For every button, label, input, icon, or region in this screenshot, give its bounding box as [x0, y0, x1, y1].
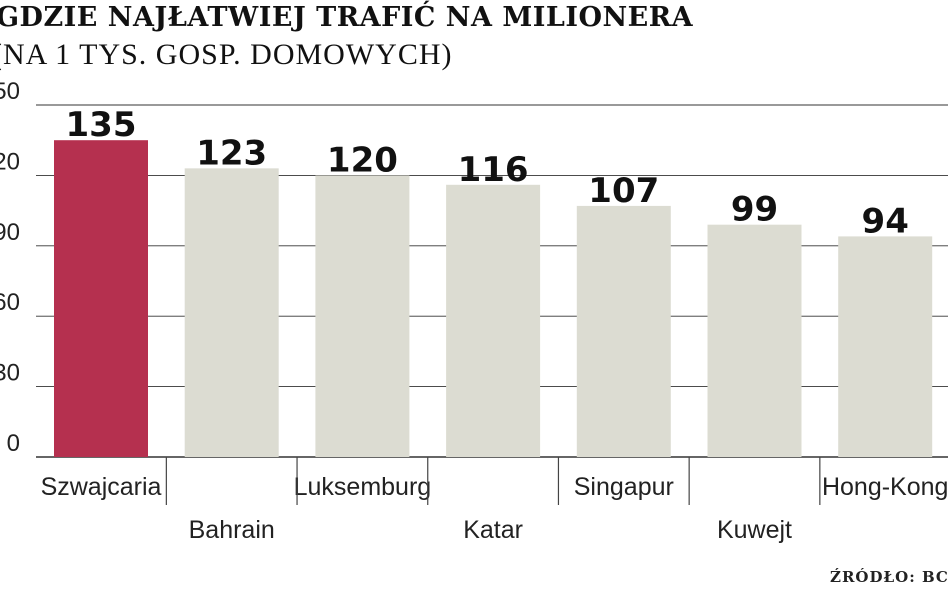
value-label: 99: [731, 190, 778, 230]
bar: [315, 175, 410, 457]
value-label: 107: [588, 171, 659, 211]
bar: [838, 236, 933, 457]
category-label: Szwajcaria: [41, 473, 162, 501]
bar: [54, 140, 148, 457]
value-labels: 135 123 120 116 107 99 94: [66, 105, 909, 241]
bar: [184, 168, 279, 458]
category-label: Bahrain: [189, 516, 275, 544]
category-label: Katar: [463, 516, 523, 544]
value-label: 120: [327, 140, 398, 180]
value-label: 116: [458, 150, 529, 190]
y-tick-label: 90: [0, 219, 20, 246]
y-tick-label: 30: [0, 360, 20, 387]
y-tick-label: 0: [7, 430, 20, 457]
bar: [446, 184, 541, 457]
y-tick-label: 120: [0, 148, 20, 175]
y-axis-ticks: 0 30 60 90 120 150: [0, 78, 20, 457]
bar: [707, 224, 802, 457]
bars: [54, 140, 933, 458]
chart-subtitle: (NA 1 TYS. GOSP. DOMOWYCH): [0, 38, 453, 71]
bar: [576, 205, 671, 457]
category-label: Luksemburg: [294, 473, 432, 501]
value-label: 123: [196, 133, 267, 173]
y-tick-label: 150: [0, 78, 20, 105]
value-label: 94: [862, 201, 909, 241]
category-label: Kuwejt: [717, 516, 792, 544]
category-label: Hong-Kong: [822, 473, 948, 501]
y-tick-label: 60: [0, 289, 20, 316]
source-note: ŹRÓDŁO: BCG: [830, 568, 948, 586]
category-labels: Szwajcaria Bahrain Luksemburg Katar Singapur…: [41, 457, 948, 544]
category-label: Singapur: [574, 473, 674, 501]
chart-title: GDZIE NAJŁATWIEJ TRAFIĆ NA MILIONERA: [0, 2, 694, 33]
value-label: 135: [66, 105, 137, 145]
